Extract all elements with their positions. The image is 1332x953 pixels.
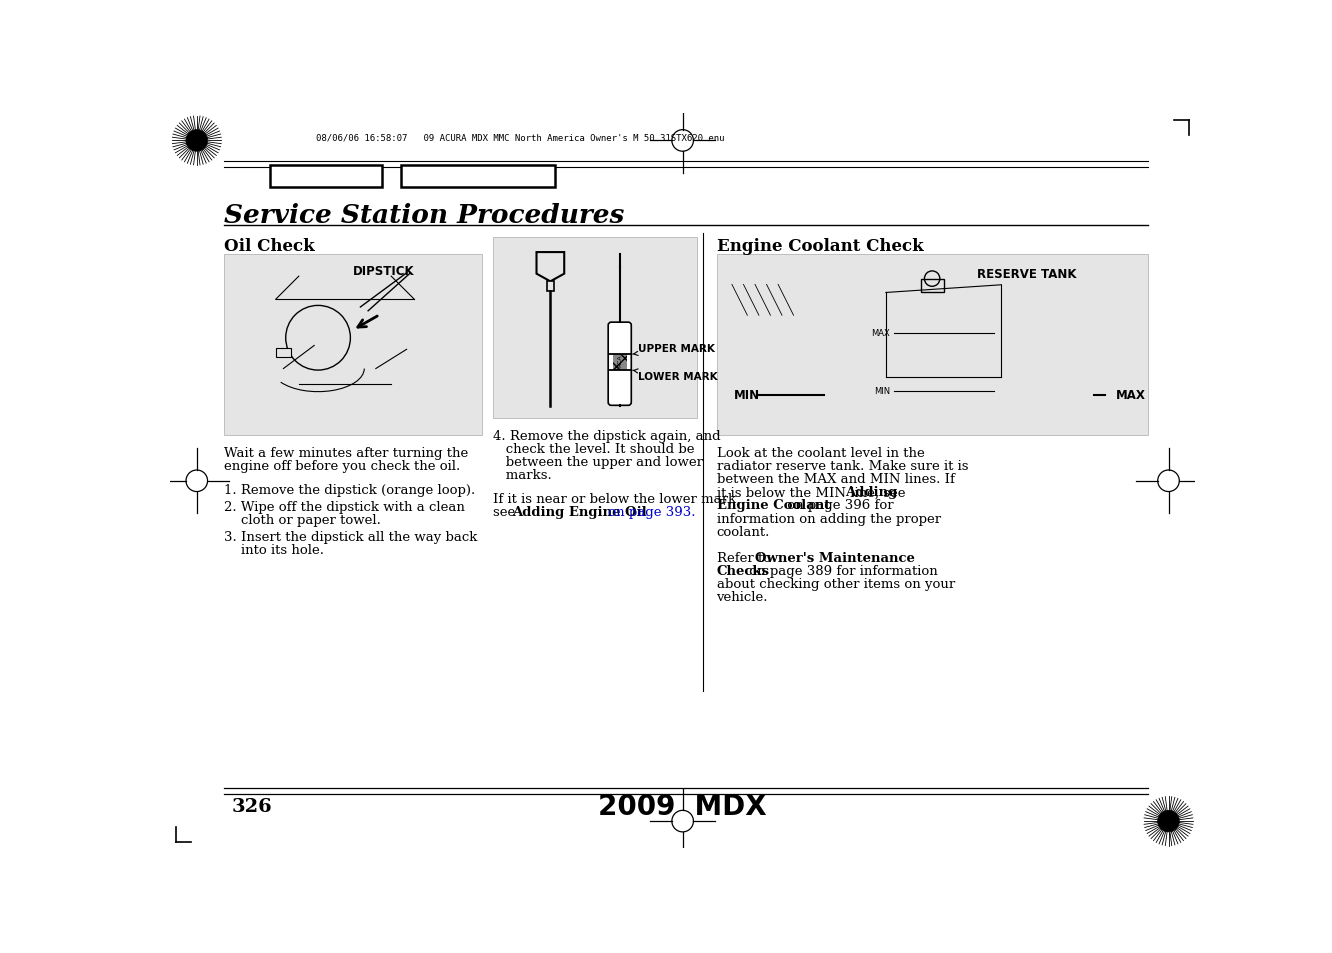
Text: 1. Remove the dipstick (orange loop).: 1. Remove the dipstick (orange loop).	[224, 483, 476, 497]
Text: between the MAX and MIN lines. If: between the MAX and MIN lines. If	[717, 473, 955, 486]
Bar	[270, 166, 381, 188]
Text: RESERVE TANK: RESERVE TANK	[978, 268, 1076, 281]
Text: MAX: MAX	[1115, 389, 1146, 401]
Text: Owner's Maintenance: Owner's Maintenance	[755, 551, 915, 564]
Text: 2009  MDX: 2009 MDX	[598, 792, 767, 820]
Text: LOWER MARK: LOWER MARK	[633, 370, 718, 381]
Bar	[717, 254, 1148, 436]
Text: Engine Coolant Check: Engine Coolant Check	[717, 237, 923, 254]
Text: MIN: MIN	[874, 387, 890, 395]
Bar	[276, 349, 292, 357]
FancyBboxPatch shape	[609, 323, 631, 406]
Text: Service Station Procedures: Service Station Procedures	[224, 203, 625, 228]
Bar	[493, 237, 697, 418]
Text: Wait a few minutes after turning the: Wait a few minutes after turning the	[224, 447, 468, 459]
Text: 3. Insert the dipstick all the way back: 3. Insert the dipstick all the way back	[224, 530, 477, 543]
Text: Engine Coolant: Engine Coolant	[717, 499, 830, 512]
Text: 326: 326	[232, 797, 272, 815]
Text: about checking other items on your: about checking other items on your	[717, 578, 955, 591]
Text: Oil Check: Oil Check	[224, 237, 314, 254]
Bar	[920, 279, 943, 294]
Text: 4. Remove the dipstick again, and: 4. Remove the dipstick again, and	[493, 430, 721, 443]
Text: marks.: marks.	[493, 469, 551, 482]
Text: 08/06/06 16:58:07   09 ACURA MDX MMC North America Owner's M 50 31STX620 enu: 08/06/06 16:58:07 09 ACURA MDX MMC North…	[316, 132, 725, 142]
Text: Look at the coolant level in the: Look at the coolant level in the	[717, 447, 924, 459]
Text: UPPER MARK: UPPER MARK	[633, 344, 715, 356]
Text: radiator reserve tank. Make sure it is: radiator reserve tank. Make sure it is	[717, 459, 968, 473]
Text: 2. Wipe off the dipstick with a clean: 2. Wipe off the dipstick with a clean	[224, 500, 465, 514]
Text: on page 389 for information: on page 389 for information	[745, 564, 938, 578]
Text: engine off before you check the oil.: engine off before you check the oil.	[224, 459, 460, 473]
Text: Adding: Adding	[844, 486, 896, 498]
Text: DIPSTICK: DIPSTICK	[353, 265, 414, 278]
Text: coolant.: coolant.	[717, 525, 770, 538]
Circle shape	[186, 131, 208, 152]
Bar	[401, 166, 555, 188]
Text: MAX: MAX	[871, 329, 890, 338]
Text: into its hole.: into its hole.	[224, 543, 324, 557]
Text: information on adding the proper: information on adding the proper	[717, 512, 940, 525]
Text: RCA: RCA	[617, 355, 622, 367]
Text: MIN: MIN	[734, 389, 759, 401]
Bar	[224, 254, 482, 436]
Bar	[546, 282, 554, 292]
Text: cloth or paper towel.: cloth or paper towel.	[224, 514, 381, 526]
Text: check the level. It should be: check the level. It should be	[493, 443, 695, 456]
Text: Checks: Checks	[717, 564, 770, 578]
Text: Adding Engine Oil: Adding Engine Oil	[513, 506, 647, 518]
Circle shape	[1158, 810, 1179, 832]
Bar	[613, 355, 626, 371]
Text: Refer to: Refer to	[717, 551, 775, 564]
Text: see: see	[493, 506, 519, 518]
Text: on page 396 for: on page 396 for	[783, 499, 894, 512]
Polygon shape	[537, 253, 565, 282]
Text: If it is near or below the lower mark,: If it is near or below the lower mark,	[493, 493, 741, 505]
Text: on page 393.: on page 393.	[605, 506, 695, 518]
Text: between the upper and lower: between the upper and lower	[493, 456, 703, 469]
Text: it is below the MIN line, see: it is below the MIN line, see	[717, 486, 910, 498]
Text: vehicle.: vehicle.	[717, 591, 769, 603]
